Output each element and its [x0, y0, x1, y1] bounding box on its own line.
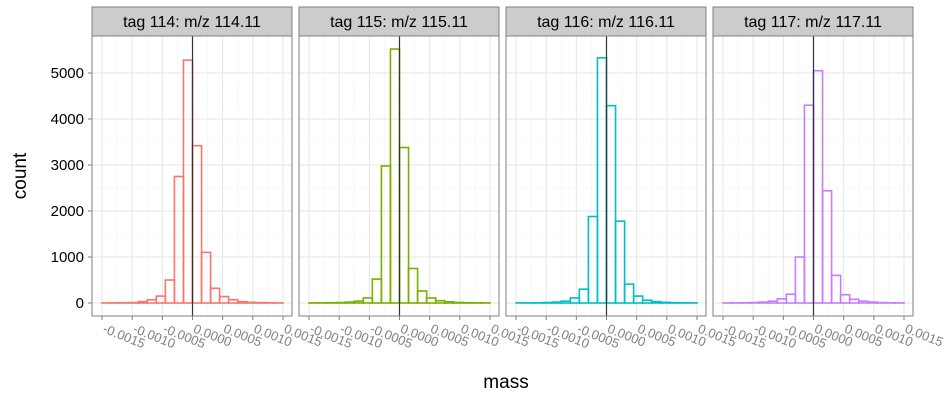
histogram-bar: [821, 189, 833, 304]
histogram-bar: [866, 301, 878, 304]
strip-background: [712, 6, 914, 37]
strip-label: tag 116: m/z 116.11: [537, 14, 675, 31]
strip-background: [91, 6, 293, 37]
histogram-bar: [137, 300, 149, 304]
strip-label: tag 114: m/z 114.11: [123, 14, 261, 31]
y-tick-label: 1000: [51, 249, 84, 266]
y-tick-label: 2000: [51, 203, 84, 220]
histogram-bar: [200, 251, 212, 304]
histogram-bar: [830, 274, 842, 304]
y-axis-title: count: [10, 152, 31, 199]
histogram-bar: [452, 301, 464, 304]
panel-1: tag 114: m/z 114.11-0.0015-0.0010-0.0005…: [91, 6, 324, 351]
histogram-bar: [407, 267, 419, 304]
histogram-bar: [443, 301, 455, 304]
strip-label: tag 115: m/z 115.11: [330, 14, 468, 31]
y-tick-label: 4000: [51, 111, 84, 128]
strip-background: [505, 6, 707, 37]
histogram-bar: [344, 301, 356, 304]
y-tick-label: 0: [76, 295, 84, 312]
histogram-bar: [758, 301, 770, 304]
histogram-bar: [623, 283, 635, 304]
panel-2: tag 115: m/z 115.11-0.0015-0.0010-0.0005…: [298, 6, 531, 351]
histogram-bar: [551, 301, 563, 304]
strip-background: [298, 6, 500, 37]
histogram-bar: [650, 300, 662, 304]
x-axis-title: mass: [483, 372, 528, 393]
histogram-bar: [246, 301, 257, 304]
panel-4: tag 117: m/z 117.11-0.0015-0.0010-0.0005…: [712, 6, 944, 351]
y-tick-label: 5000: [51, 65, 84, 82]
strip-label: tag 117: m/z 117.11: [744, 14, 882, 31]
histogram-bar: [416, 290, 428, 304]
histogram-bar: [659, 301, 671, 304]
histogram-bar: [236, 300, 248, 304]
panel-3: tag 116: m/z 116.11-0.0015-0.0010-0.0005…: [505, 6, 738, 351]
histogram-bar: [209, 287, 221, 304]
histogram-bar: [614, 220, 626, 304]
y-tick-label: 3000: [51, 157, 84, 174]
